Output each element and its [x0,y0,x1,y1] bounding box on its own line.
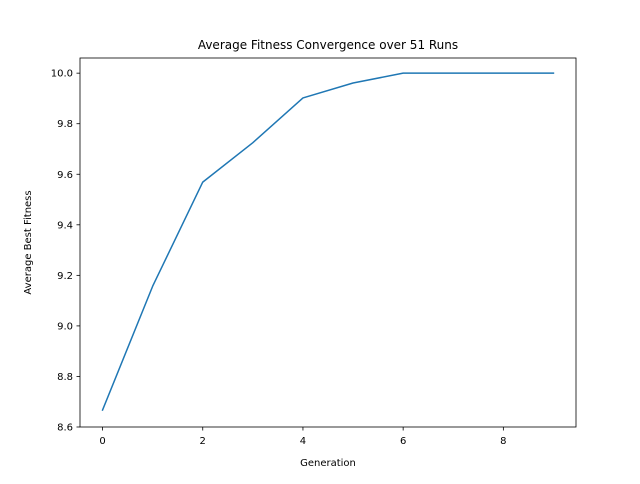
y-tick-label: 9.0 [57,321,73,332]
y-tick-label: 9.8 [57,119,73,130]
chart-title: Average Fitness Convergence over 51 Runs [198,38,458,52]
y-tick-label: 10.0 [51,69,73,80]
y-tick-label: 9.6 [57,170,73,181]
y-tick-label: 8.6 [57,423,73,434]
plot-frame [79,57,577,428]
x-tick-label: 0 [99,436,105,447]
y-tick-label: 8.8 [57,372,73,383]
x-axis-label: Generation [300,458,356,469]
y-axis-label: Average Best Fitness [23,190,34,294]
x-tick-label: 8 [500,436,506,447]
plot-area [101,72,555,412]
y-tick-label: 9.4 [57,220,73,231]
series-line [101,72,555,412]
x-tick-label: 2 [200,436,206,447]
x-tick-label: 4 [300,436,306,447]
x-tick-label: 6 [400,436,406,447]
axis-ticks: 0 2 4 6 8 8.6 8.8 9.0 9.2 9.4 9.6 9.8 10.0 [51,69,507,447]
y-tick-label: 9.2 [57,271,73,282]
